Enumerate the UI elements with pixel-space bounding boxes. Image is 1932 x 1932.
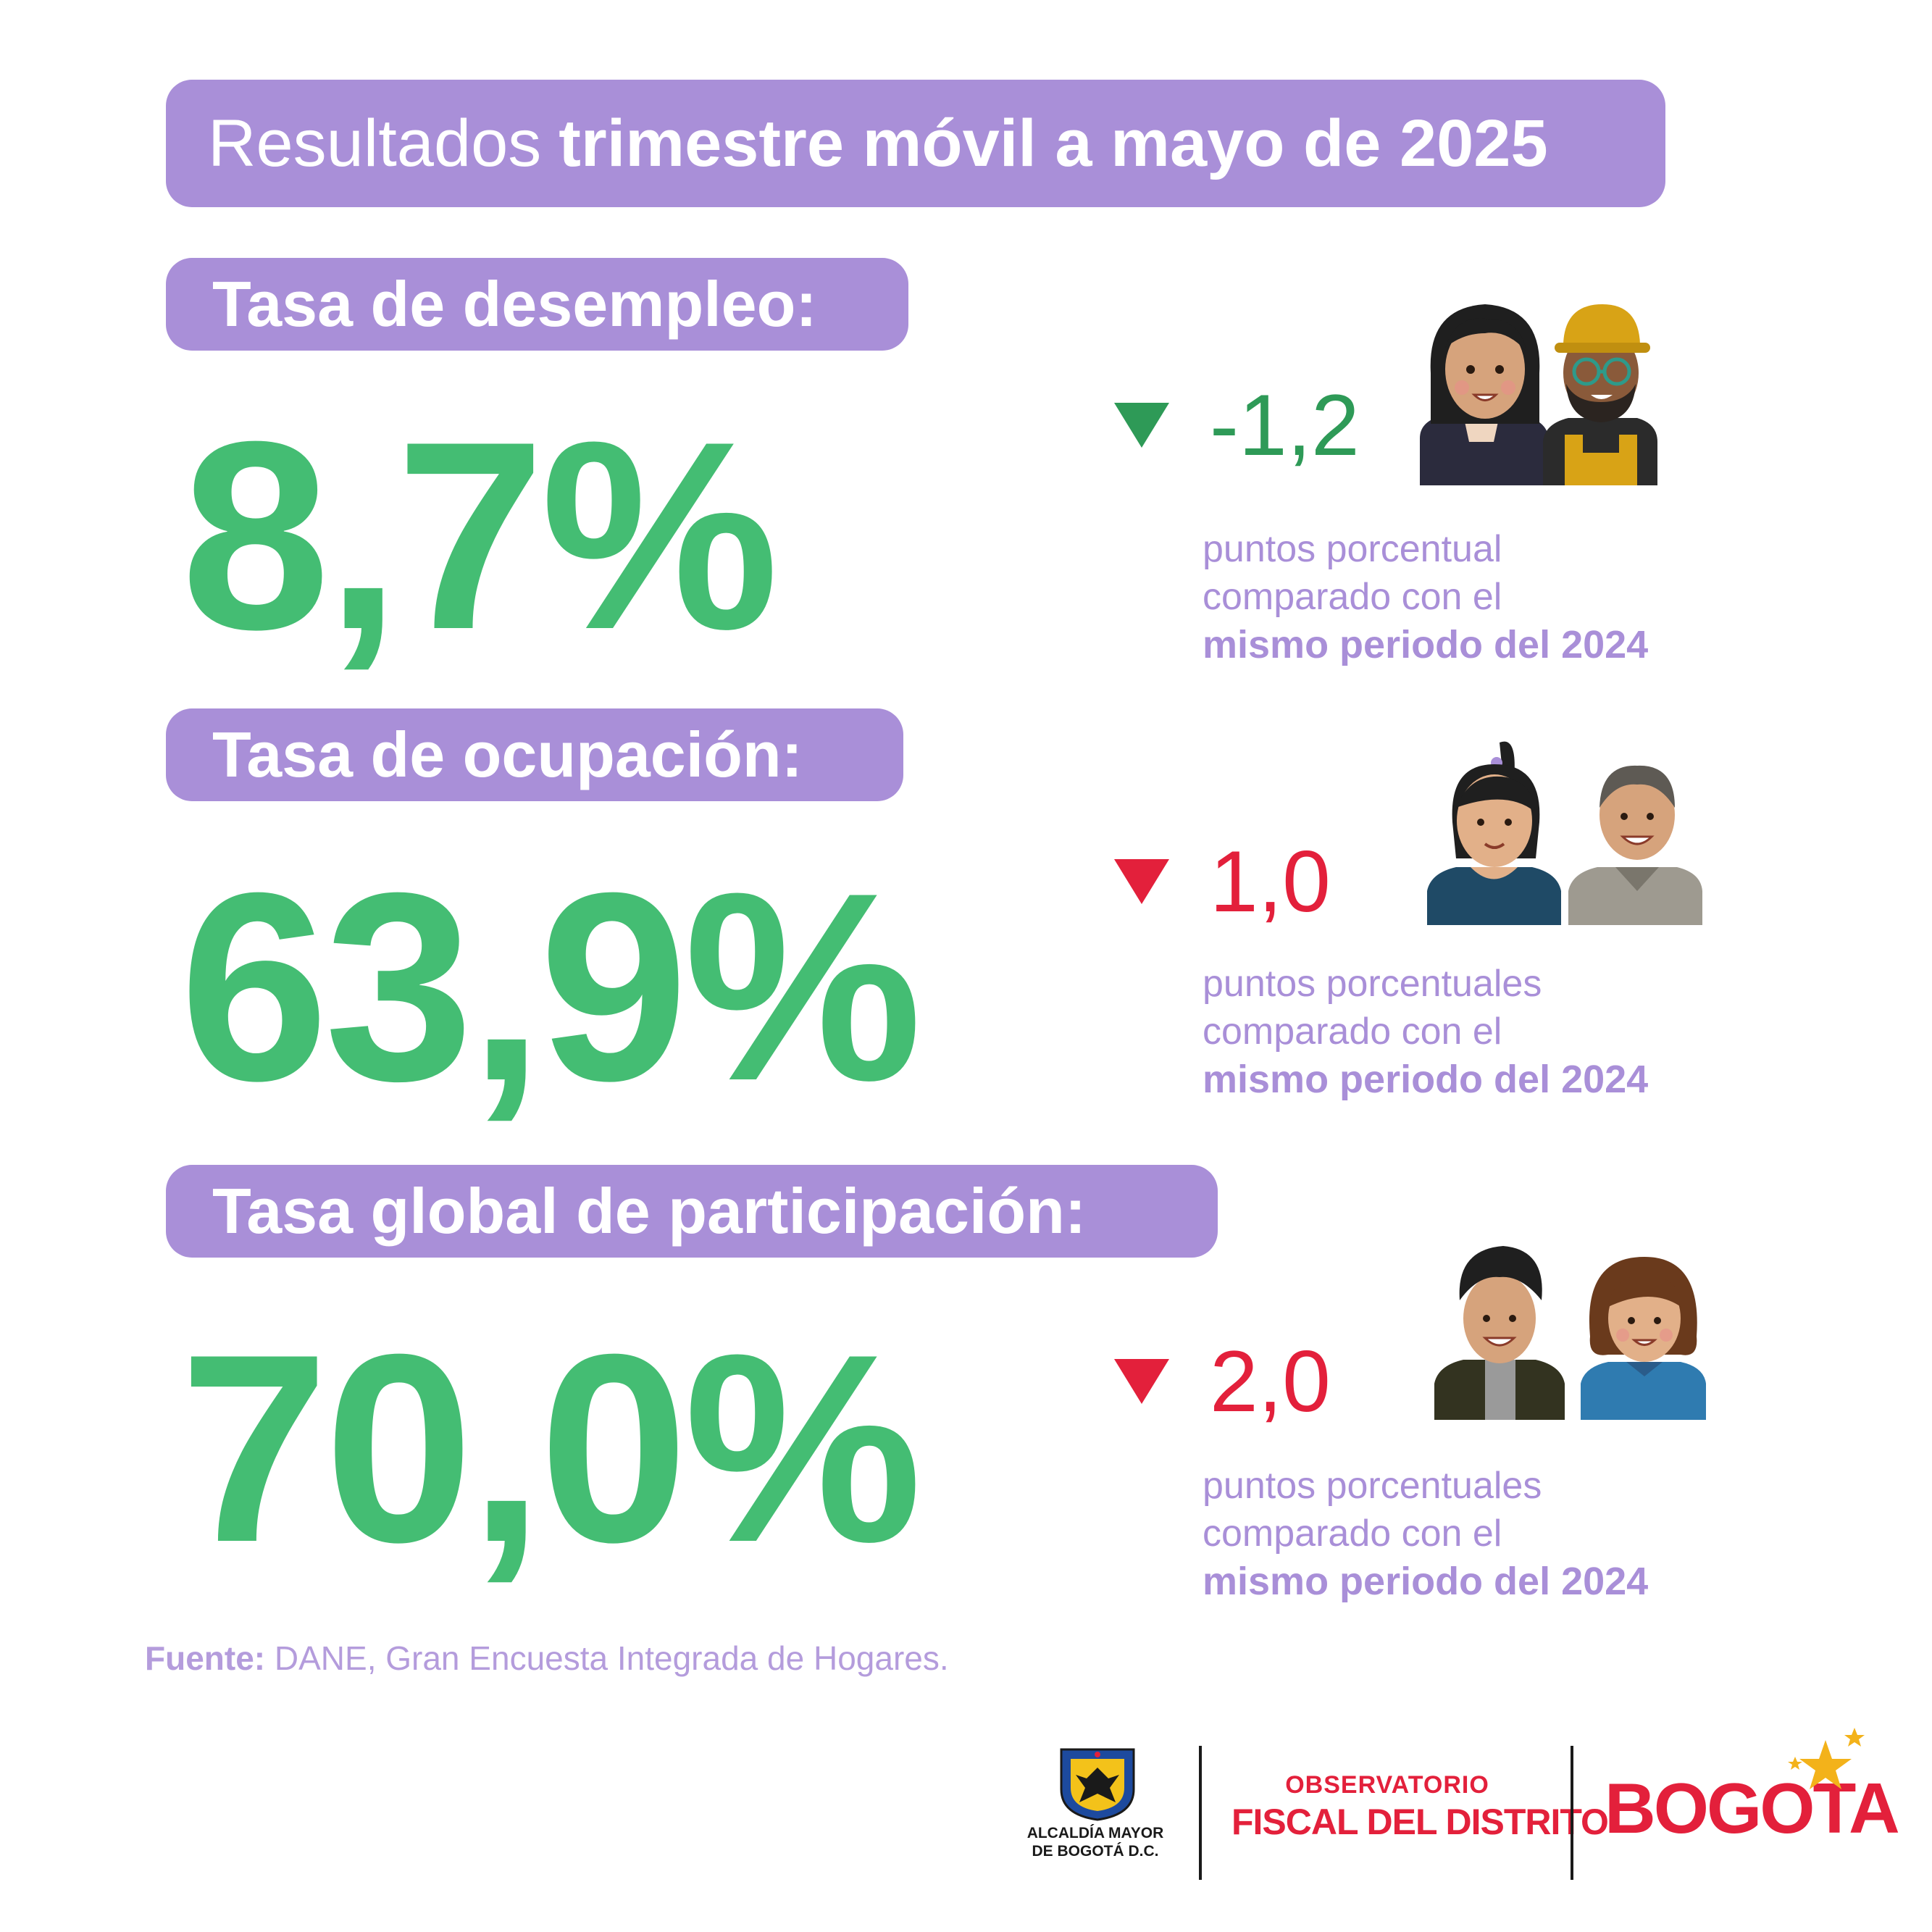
desc-line: puntos porcentuales (1203, 963, 1542, 1005)
desc-participacion: puntos porcentuales comparado con el mis… (1203, 1462, 1648, 1605)
bogota-logo: BOGOTA (1605, 1768, 1900, 1848)
value-participacion: 70,0% (180, 1299, 922, 1598)
source-label: Fuente: (145, 1639, 266, 1677)
delta-ocupacion: 1,0 (1114, 832, 1331, 932)
desc-desempleo: puntos porcentual comparado con el mismo… (1203, 525, 1648, 669)
desc-line: puntos porcentual (1203, 528, 1502, 570)
workers-illustration-icon (1420, 304, 1657, 485)
desc-line: comparado con el (1203, 1011, 1502, 1053)
desc-line-bold: mismo periodo del 2024 (1203, 1058, 1649, 1101)
delta-participacion: 2,0 (1114, 1331, 1331, 1431)
source-text: DANE, Gran Encuesta Integrada de Hogares… (274, 1639, 949, 1677)
young-people-illustration-icon (1434, 1246, 1706, 1420)
label-participacion: Tasa global de participación: (166, 1165, 1218, 1258)
footer-divider (1199, 1746, 1202, 1880)
observatorio-line: FISCAL DEL DISTRITO (1231, 1802, 1609, 1842)
desc-line-bold: mismo periodo del 2024 (1203, 623, 1649, 666)
value-ocupacion: 63,9% (180, 837, 922, 1137)
title-bold: trimestre móvil a mayo de 2025 (559, 106, 1548, 180)
alcaldia-logo-text: ALCALDÍA MAYOR DE BOGOTÁ D.C. (1023, 1824, 1168, 1860)
desc-line-bold: mismo periodo del 2024 (1203, 1560, 1649, 1603)
value-desempleo: 8,7% (181, 386, 779, 685)
delta-value: -1,2 (1210, 377, 1360, 474)
desc-line: comparado con el (1203, 1513, 1502, 1555)
page-title: Resultados trimestre móvil a mayo de 202… (166, 80, 1665, 207)
down-arrow-icon (1114, 1359, 1169, 1404)
source-note: Fuente: DANE, Gran Encuesta Integrada de… (145, 1639, 949, 1678)
delta-value: 2,0 (1210, 1333, 1331, 1430)
people-illustration-icon (1427, 741, 1702, 925)
observatorio-logo: OBSERVATORIO FISCAL DEL DISTRITO (1231, 1771, 1609, 1843)
delta-value: 1,0 (1210, 833, 1331, 930)
desc-line: puntos porcentuales (1203, 1465, 1542, 1507)
stars-icon (1788, 1728, 1865, 1789)
footer-divider (1571, 1746, 1573, 1880)
alcaldia-line: DE BOGOTÁ D.C. (1032, 1843, 1159, 1860)
desc-line: comparado con el (1203, 576, 1502, 618)
delta-desempleo: -1,2 (1114, 375, 1360, 475)
observatorio-line: OBSERVATORIO (1285, 1771, 1489, 1799)
coat-of-arms-icon (1060, 1748, 1135, 1821)
down-arrow-icon (1114, 403, 1169, 448)
desc-ocupacion: puntos porcentuales comparado con el mis… (1203, 960, 1648, 1103)
title-light: Resultados (208, 106, 542, 180)
alcaldia-line: ALCALDÍA MAYOR (1026, 1825, 1164, 1841)
down-arrow-icon (1114, 859, 1169, 904)
label-ocupacion: Tasa de ocupación: (166, 708, 903, 801)
label-desempleo: Tasa de desempleo: (166, 258, 908, 351)
